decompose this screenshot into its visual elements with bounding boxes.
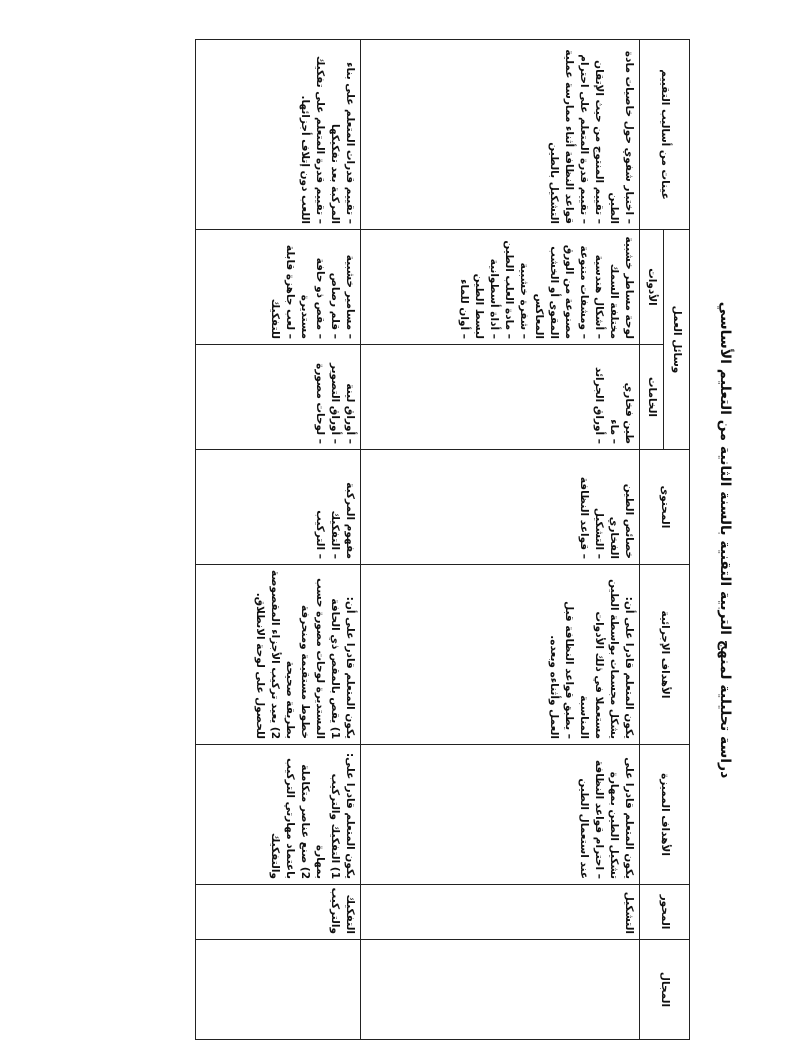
cell-line: – تقييم قدرة المتعلم على احترام قواعد ال…	[548, 49, 590, 224]
cell-line: – التشكيل	[593, 507, 605, 559]
header-materials: الخامات	[639, 344, 664, 450]
cell-content: خصائص الطين الفخاري – التشكيل – قواعد النظ…	[360, 449, 640, 565]
cell-line: – تقييم قدرات المتعلم على بناء المركبة ب…	[329, 62, 356, 224]
cell-line: – أداة أسطوانية لبسط الطين	[473, 258, 500, 339]
cell-content: مفهوم المركبة – التفكيك – التركيب	[195, 449, 361, 565]
cell-line: – أوراق لينة	[344, 383, 356, 444]
cell-line: – شفرة خشبية	[518, 262, 530, 339]
header-work-means: وسائل العمل	[663, 229, 690, 450]
cell-line: – التفكيك	[329, 510, 341, 559]
cell-line: يكون المتعلم قادرا على أن:	[623, 596, 635, 739]
cell-line: – مادة العلب الطين	[503, 240, 515, 339]
header-domain: المجال	[639, 939, 690, 1040]
cell-line: – يطبق قواعد النظافة قبل العمل وأثناءه و…	[548, 601, 575, 739]
cell-tools: لوحة مساطر خشبية مختلفة السمك – أشكال هند…	[360, 229, 640, 345]
cell-assessment: – اختبار شفوي حول خاصيات مادة الطين – تقي…	[360, 39, 640, 230]
cell-line: يكون المتعلم قادرا على أن:	[344, 596, 356, 739]
cell-line: يشكل مجسمات بواسطة الطين مستعملا في ذلك …	[578, 579, 620, 739]
cell-line: – قواعد النظافة	[578, 476, 590, 559]
header-content: المحتوى	[639, 449, 690, 565]
header-tools: الأدوات	[639, 229, 664, 345]
cell-line: – أشكال هندسية	[593, 254, 605, 339]
cell-domain	[195, 939, 361, 1040]
cell-line: – تقييم قدرة المتعلم على تفكيك اللعب دون…	[299, 55, 326, 224]
cell-distinct-objectives: يكون المتعلم قادرا على تشكيل الطين بمهار…	[360, 744, 640, 885]
cell-line: لوحة مساطر خشبية مختلفة السمك	[608, 236, 635, 339]
cell-line: – مسامير خشبية	[344, 254, 356, 339]
cell-assessment: – تقييم قدرات المتعلم على بناء المركبة ب…	[195, 39, 361, 230]
curriculum-table: المجال المحور الأهداف المميزة الأهداف ال…	[195, 39, 690, 1040]
cell-line: – لعب جاهزة قابلة للتفكيك	[269, 244, 296, 339]
cell-line: خصائص الطين الفخاري	[608, 483, 635, 559]
cell-line: طين فخاري	[623, 382, 635, 444]
cell-line: – لوحات مصورة	[314, 363, 326, 444]
cell-line: 2) صنع عناصر متكاملة باعتماد مهارتي التر…	[269, 758, 311, 879]
cell-line: – أوان للماء	[458, 279, 470, 339]
page-title: دراسة تحليلية لمنهج التربية التقنية بالس…	[717, 301, 733, 779]
cell-tools: – مسامير خشبية – قلم رصاص – مقص ذو حافة مس…	[195, 229, 361, 345]
cell-axis: التفكيك والتركيب	[195, 884, 361, 940]
cell-line: 1) التفكيك والتركيب بمهارة	[314, 773, 341, 879]
cell-line: – تقييم المنتوج من حيث الإتقان	[593, 60, 605, 224]
cell-domain	[360, 939, 640, 1040]
cell-line: – التركيب	[314, 510, 326, 559]
cell-line: يكون المتعلم قادرا على:	[344, 752, 356, 879]
header-axis: المحور	[639, 884, 690, 940]
cell-line: 1) يقص بالمقص ذي الحافة المستديرة لوحات …	[284, 578, 341, 739]
cell-materials: – أوراق لينة – أوراق التصوير – لوحات مصورة	[195, 344, 361, 450]
cell-procedural-objectives: يكون المتعلم قادرا على أن: يشكل مجسمات بو…	[360, 564, 640, 745]
cell-line: – أوراق الجرائد	[593, 367, 605, 444]
table-row: التشكيل يكون المتعلم قادرا على تشكيل الطي…	[360, 39, 640, 1040]
cell-line: – ومشفات متنوعة مصنوعة من الورق المقوى أ…	[533, 244, 590, 339]
cell-line: يكون المتعلم قادرا على تشكيل الطين بمهار…	[608, 757, 635, 879]
cell-axis: التشكيل	[360, 884, 640, 940]
header-procedural-objectives: الأهداف الإجرائية	[639, 564, 690, 745]
table-row: التفكيك والتركيب يكون المتعلم قادرا على: 1…	[195, 39, 361, 1040]
document-page: دراسة تحليلية لمنهج التربية التقنية بالس…	[193, 39, 745, 1040]
cell-line: 2) يعيد تركيب الأجزاء المقصوصة للحصول عل…	[254, 569, 281, 739]
cell-line: – قلم رصاص	[329, 272, 341, 339]
cell-line: – احترام قواعد النظافة عند استعمال الطين	[578, 759, 605, 879]
header-distinct-objectives: الأهداف المميزة	[639, 744, 690, 885]
cell-distinct-objectives: يكون المتعلم قادرا على: 1) التفكيك والترك…	[195, 744, 361, 885]
cell-line: – مقص ذو حافة مستديرة	[299, 257, 326, 339]
cell-line: مفهوم المركبة	[344, 482, 356, 559]
cell-procedural-objectives: يكون المتعلم قادرا على أن: 1) يقص بالمقص …	[195, 564, 361, 745]
cell-line: – اختبار شفوي حول خاصيات مادة الطين	[608, 50, 635, 224]
header-assessment: عينات من أساليب التقييم	[639, 39, 690, 230]
cell-materials: طين فخاري – ماء – أوراق الجرائد	[360, 344, 640, 450]
cell-line: – ماء	[608, 419, 620, 444]
cell-line: – أوراق التصوير	[329, 363, 341, 444]
